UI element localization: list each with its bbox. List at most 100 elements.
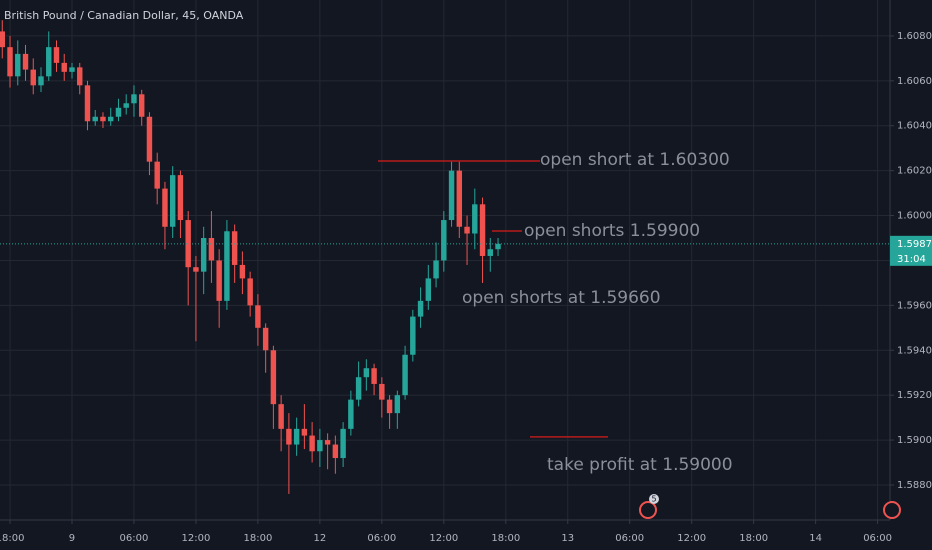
candle-body bbox=[433, 260, 439, 279]
x-tick-label: 12:00 bbox=[677, 533, 706, 544]
event-icon: 5 bbox=[639, 494, 901, 519]
candle-body bbox=[363, 368, 370, 378]
candle-body bbox=[410, 316, 416, 355]
candle-body bbox=[262, 327, 269, 351]
x-tick-label: 12 bbox=[314, 533, 327, 544]
candle-body bbox=[224, 231, 230, 301]
candle-body bbox=[425, 278, 432, 301]
x-tick-label: 06:00 bbox=[863, 533, 892, 544]
candle-body bbox=[293, 428, 300, 445]
x-tick-label: 18:00 bbox=[491, 533, 520, 544]
candle-body bbox=[278, 404, 284, 429]
candle-body bbox=[402, 354, 408, 396]
y-tick-label: 1.60200 bbox=[897, 166, 932, 177]
candle-body bbox=[464, 226, 470, 234]
x-tick-label: 12:00 bbox=[429, 533, 458, 544]
y-tick-label: 1.60000 bbox=[897, 211, 932, 222]
candle-body bbox=[231, 231, 238, 265]
candle-body bbox=[208, 237, 215, 261]
annotation-text: take profit at 1.59000 bbox=[547, 455, 733, 475]
y-tick-label: 1.59200 bbox=[897, 390, 932, 401]
candle-body bbox=[131, 94, 137, 104]
last-price-box bbox=[890, 235, 932, 266]
candle-body bbox=[495, 243, 501, 250]
candle-body bbox=[84, 85, 91, 122]
candle-body bbox=[441, 220, 447, 261]
candle-body bbox=[77, 67, 83, 86]
y-tick-label: 1.58800 bbox=[897, 480, 932, 491]
candle-body bbox=[146, 116, 153, 162]
candle-body bbox=[371, 368, 377, 384]
candle-body bbox=[162, 188, 168, 227]
y-tick-label: 1.60800 bbox=[897, 31, 932, 42]
candle-body bbox=[15, 53, 21, 77]
x-tick-label: 18:00 bbox=[243, 533, 272, 544]
candle-body bbox=[417, 300, 424, 317]
y-tick-label: 1.60400 bbox=[897, 121, 932, 132]
candle-body bbox=[200, 237, 207, 272]
event-circle bbox=[639, 501, 657, 519]
y-tick-label: 1.59400 bbox=[897, 345, 932, 356]
candle-body bbox=[185, 220, 191, 268]
last-price-label: 1.59874 bbox=[897, 239, 932, 250]
candle-body bbox=[286, 428, 292, 445]
candle-body bbox=[22, 53, 29, 70]
x-tick-label: 9 bbox=[69, 533, 75, 544]
candle-body bbox=[270, 350, 277, 405]
candle-body bbox=[169, 175, 176, 227]
candle-body bbox=[108, 116, 114, 122]
candle-body bbox=[115, 107, 122, 117]
candle-body bbox=[309, 435, 315, 452]
candle-body bbox=[394, 395, 401, 414]
candle-body bbox=[69, 67, 75, 72]
candle-body bbox=[317, 440, 323, 452]
candle-body bbox=[255, 305, 261, 328]
candle-body bbox=[301, 428, 308, 436]
x-tick-label: 06:00 bbox=[120, 533, 149, 544]
x-tick-label: 12:00 bbox=[182, 533, 211, 544]
annotation-text: open shorts at 1.59660 bbox=[462, 288, 661, 308]
candle-body bbox=[7, 47, 13, 77]
candle-body bbox=[479, 204, 486, 256]
candle-body bbox=[487, 249, 494, 256]
candle-body bbox=[348, 399, 354, 429]
candle-body bbox=[193, 267, 199, 272]
candle-body bbox=[456, 170, 463, 227]
candle-body bbox=[123, 103, 129, 108]
candle-body bbox=[386, 399, 393, 414]
event-badge: 5 bbox=[651, 495, 656, 504]
x-tick-label: 06:00 bbox=[615, 533, 644, 544]
candle-body bbox=[30, 69, 36, 86]
candle-body bbox=[340, 428, 346, 459]
candle-body bbox=[332, 444, 339, 459]
candle-body bbox=[154, 161, 160, 189]
candle-body bbox=[177, 175, 184, 221]
event-badge-bg bbox=[649, 494, 659, 504]
candle-body bbox=[92, 116, 98, 122]
candle-body bbox=[216, 260, 222, 301]
candle-body bbox=[448, 170, 455, 221]
candle-body bbox=[100, 116, 106, 122]
candle-body bbox=[355, 377, 362, 400]
candle-body bbox=[38, 76, 44, 86]
marks-layer bbox=[0, 20, 890, 494]
x-tick-label: 18:00 bbox=[739, 533, 768, 544]
x-tick-label: 06:00 bbox=[367, 533, 396, 544]
y-tick-label: 1.60600 bbox=[897, 76, 932, 87]
candle-body bbox=[138, 94, 145, 117]
candle-body bbox=[247, 278, 253, 306]
candle-body bbox=[324, 440, 331, 445]
candle-body bbox=[239, 264, 246, 279]
candle-body bbox=[61, 62, 67, 72]
event-circle bbox=[883, 501, 901, 519]
chart-title: British Pound / Canadian Dollar, 45, OAN… bbox=[4, 9, 244, 22]
annotation-text: open short at 1.60300 bbox=[540, 150, 730, 170]
candle-body bbox=[53, 47, 60, 63]
x-tick-label: 14 bbox=[809, 533, 822, 544]
candle-body bbox=[379, 383, 385, 400]
annotation-text: open shorts 1.59900 bbox=[524, 221, 700, 241]
candle-body bbox=[0, 31, 5, 48]
countdown-label: 31:04 bbox=[897, 254, 926, 265]
